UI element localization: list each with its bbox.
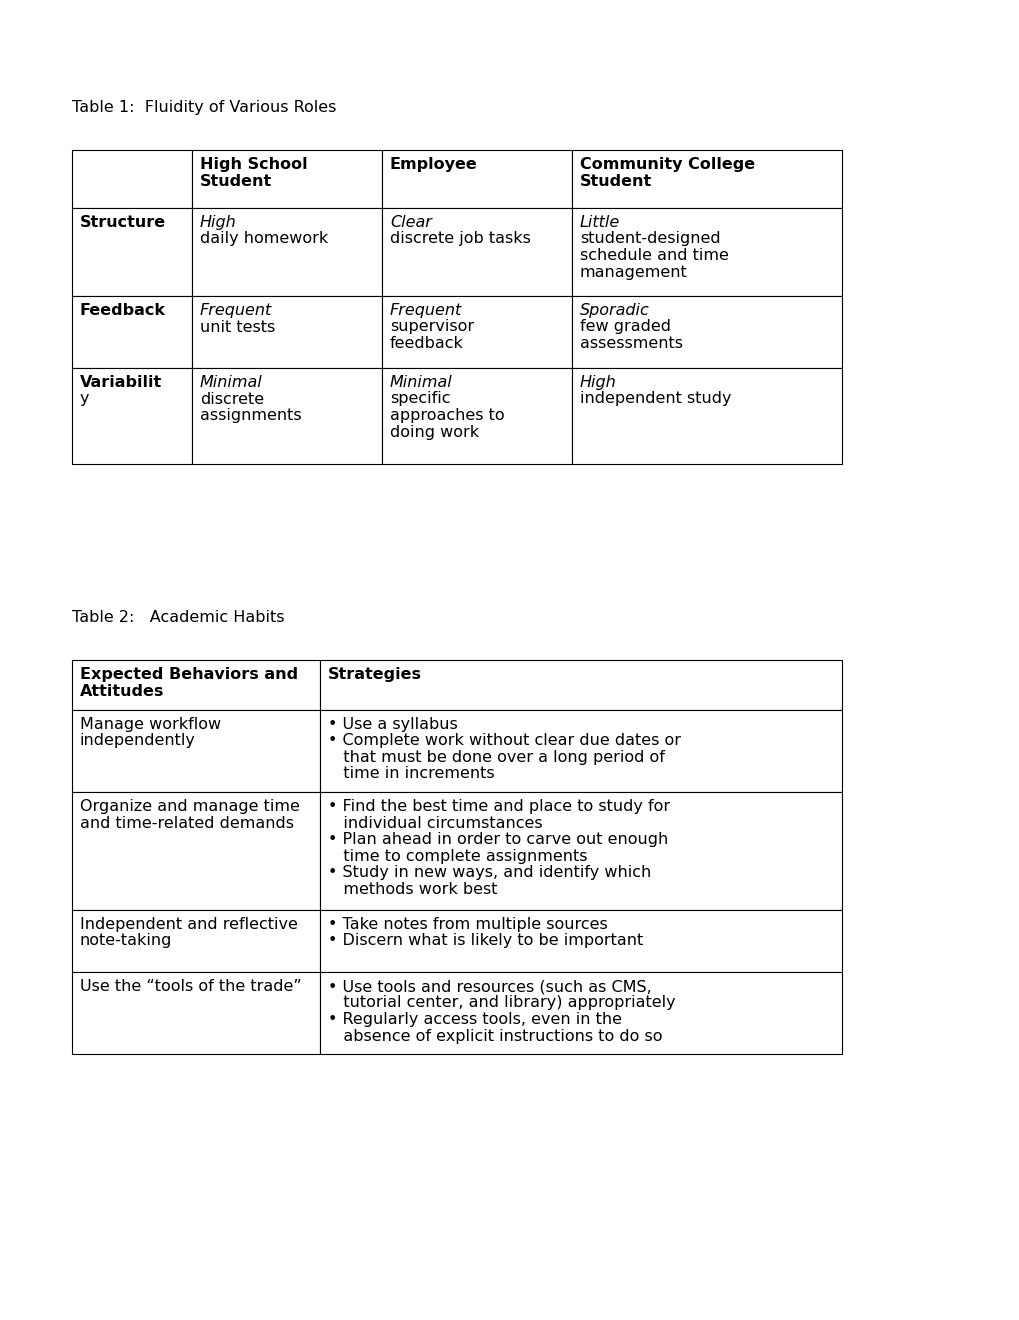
Bar [72,368,192,465]
Bar [320,710,841,792]
Bar [192,209,382,296]
Text: Student: Student [200,173,272,189]
Text: Minimal: Minimal [200,375,263,389]
Text: High: High [200,215,236,230]
Text: Frequent: Frequent [389,304,462,318]
Bar [72,972,320,1053]
Text: Attitudes: Attitudes [79,684,164,698]
Text: discrete job tasks: discrete job tasks [389,231,530,247]
Text: note-taking: note-taking [79,933,172,949]
Text: • Take notes from multiple sources: • Take notes from multiple sources [328,917,607,932]
Bar [572,368,841,465]
Bar [72,209,192,296]
Text: doing work: doing work [389,425,479,440]
Text: independent study: independent study [580,392,731,407]
Bar [72,150,192,209]
Text: schedule and time: schedule and time [580,248,729,263]
Text: Table 1:  Fluidity of Various Roles: Table 1: Fluidity of Various Roles [72,100,336,115]
Text: discrete: discrete [200,392,264,407]
Text: Frequent: Frequent [200,304,272,318]
Bar [572,296,841,368]
Bar [572,209,841,296]
Text: unit tests: unit tests [200,319,275,334]
Bar [72,909,320,972]
Bar [320,909,841,972]
Text: Structure: Structure [79,215,166,230]
Bar [382,209,572,296]
Text: Minimal: Minimal [389,375,452,389]
Text: Sporadic: Sporadic [580,304,649,318]
Text: • Use tools and resources (such as CMS,: • Use tools and resources (such as CMS, [328,979,651,994]
Text: student-designed: student-designed [580,231,719,247]
Text: Use the “tools of the trade”: Use the “tools of the trade” [79,979,302,994]
Text: • Discern what is likely to be important: • Discern what is likely to be important [328,933,643,949]
Bar [382,296,572,368]
Text: supervisor: supervisor [389,319,474,334]
Text: time to complete assignments: time to complete assignments [328,849,587,863]
Text: • Plan ahead in order to carve out enough: • Plan ahead in order to carve out enoug… [328,832,667,847]
Text: assignments: assignments [200,408,302,422]
Text: • Find the best time and place to study for: • Find the best time and place to study … [328,799,669,814]
Bar [382,150,572,209]
Bar [72,660,320,710]
Text: • Use a syllabus: • Use a syllabus [328,717,458,733]
Text: High: High [580,375,616,389]
Text: Organize and manage time: Organize and manage time [79,799,300,814]
Text: daily homework: daily homework [200,231,328,247]
Text: Table 2:   Academic Habits: Table 2: Academic Habits [72,610,284,624]
Text: approaches to: approaches to [389,408,504,422]
Text: Variabilit: Variabilit [79,375,162,389]
Text: • Complete work without clear due dates or: • Complete work without clear due dates … [328,734,681,748]
Bar [72,296,192,368]
Bar [72,710,320,792]
Text: Expected Behaviors and: Expected Behaviors and [79,667,298,682]
Text: y: y [79,392,90,407]
Text: Manage workflow: Manage workflow [79,717,221,733]
Text: Community College: Community College [580,157,754,172]
Text: management: management [580,264,687,280]
Text: independently: independently [79,734,196,748]
Text: • Study in new ways, and identify which: • Study in new ways, and identify which [328,865,650,880]
Text: few graded: few graded [580,319,671,334]
Text: Student: Student [580,173,651,189]
Bar [382,368,572,465]
Text: feedback: feedback [389,337,464,351]
Text: Independent and reflective: Independent and reflective [79,917,298,932]
Text: Feedback: Feedback [79,304,166,318]
Bar [192,368,382,465]
Text: time in increments: time in increments [328,767,494,781]
Text: Strategies: Strategies [328,667,422,682]
Text: • Regularly access tools, even in the: • Regularly access tools, even in the [328,1012,622,1027]
Text: High School: High School [200,157,308,172]
Bar [572,150,841,209]
Text: assessments: assessments [580,337,683,351]
Text: that must be done over a long period of: that must be done over a long period of [328,750,664,766]
Bar [320,660,841,710]
Bar [320,972,841,1053]
Text: Clear: Clear [389,215,431,230]
Text: individual circumstances: individual circumstances [328,816,542,830]
Bar [192,150,382,209]
Bar [192,296,382,368]
Text: absence of explicit instructions to do so: absence of explicit instructions to do s… [328,1028,662,1044]
Bar [72,792,320,909]
Bar [320,792,841,909]
Text: and time-related demands: and time-related demands [79,816,293,830]
Text: Employee: Employee [389,157,477,172]
Text: specific: specific [389,392,450,407]
Text: Little: Little [580,215,620,230]
Text: methods work best: methods work best [328,882,497,896]
Text: tutorial center, and library) appropriately: tutorial center, and library) appropriat… [328,995,675,1011]
